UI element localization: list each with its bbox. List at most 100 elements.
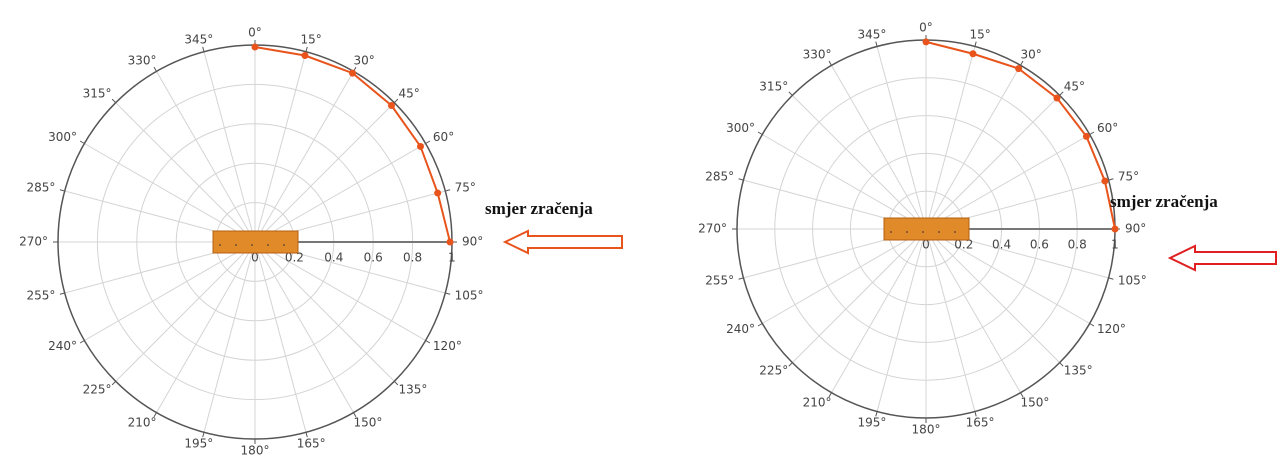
grid-spoke: [925, 134, 1090, 230]
angle-label: 165°: [966, 416, 995, 430]
point: [434, 189, 442, 197]
radial-tick-label: 0: [922, 238, 930, 252]
angle-label: 270°: [19, 235, 48, 249]
angle-tick: [1020, 60, 1024, 66]
angle-label: 120°: [433, 339, 462, 353]
grid-spoke: [115, 241, 256, 382]
angle-label: 60°: [1097, 121, 1118, 135]
angle-tick: [353, 412, 357, 418]
angle-label: 90°: [1125, 222, 1146, 236]
angle-tick: [111, 380, 117, 386]
angle-tick: [393, 380, 399, 386]
grid-spoke: [254, 241, 426, 341]
radial-tick-label: 0.4: [992, 238, 1011, 252]
angle-label: 0°: [248, 26, 262, 40]
grid-spoke: [925, 46, 976, 230]
angle-tick: [738, 277, 744, 280]
angle-tick: [828, 60, 832, 66]
grid-spoke: [925, 228, 1060, 363]
angle-label: 315°: [759, 79, 788, 93]
angle-label: 255°: [26, 289, 55, 303]
angle-tick: [202, 432, 205, 438]
grid-spoke: [156, 241, 256, 413]
angle-label: 345°: [184, 33, 213, 47]
grid-spoke: [762, 228, 927, 324]
angle-label: 330°: [128, 54, 157, 68]
angle-tick: [1089, 323, 1095, 327]
grid-spoke: [254, 51, 307, 243]
angle-tick: [1108, 277, 1114, 280]
angle-label: 45°: [1064, 79, 1085, 93]
grid-spoke: [925, 95, 1060, 230]
angle-label: 195°: [857, 416, 886, 430]
device: [883, 217, 970, 241]
radial-tick-label: 0: [251, 251, 259, 265]
grid-spoke: [254, 143, 426, 243]
angle-label: 135°: [1064, 364, 1093, 378]
grid-spoke: [115, 102, 256, 243]
grid-spoke: [925, 65, 1021, 230]
angle-tick: [305, 432, 308, 438]
angle-label: 30°: [354, 54, 375, 68]
radial-tick-label: 0.2: [954, 238, 973, 252]
point: [416, 142, 424, 150]
grid-spoke: [876, 228, 927, 412]
angle-label: 150°: [354, 415, 383, 429]
annotation: smjer zračenja: [485, 199, 593, 218]
angle-tick: [1020, 392, 1024, 398]
angle-label: 285°: [705, 169, 734, 183]
angle-tick: [393, 98, 399, 104]
point: [1015, 65, 1023, 73]
grid-spoke: [254, 102, 395, 243]
point: [1053, 94, 1061, 102]
angle-tick: [59, 292, 65, 295]
angle-label: 150°: [1021, 396, 1050, 410]
angle-label: 180°: [912, 423, 941, 437]
point: [969, 50, 977, 58]
angle-label: 75°: [1118, 169, 1139, 183]
angle-label: 135°: [398, 382, 427, 396]
point: [1082, 132, 1090, 140]
grid-spoke: [84, 143, 256, 243]
angle-tick: [788, 91, 793, 96]
radial-tick-label: 0.8: [1068, 238, 1087, 252]
angle-label: 105°: [455, 289, 484, 303]
angle-label: 60°: [433, 130, 454, 144]
angle-tick: [425, 140, 431, 144]
angle-label: 315°: [83, 87, 112, 101]
grid-spoke: [84, 241, 256, 341]
radial-tick-label: 0.2: [285, 251, 304, 265]
grid-spoke: [876, 46, 927, 230]
angle-label: 210°: [128, 415, 157, 429]
angle-label: 240°: [726, 322, 755, 336]
angle-tick: [202, 46, 205, 52]
arrow: [1167, 244, 1277, 272]
angle-label: 300°: [48, 130, 77, 144]
grid-spoke: [254, 241, 307, 433]
grid-spoke: [254, 241, 354, 413]
angle-label: 105°: [1118, 274, 1147, 288]
grid-spoke: [831, 228, 927, 393]
grid-spoke: [792, 95, 927, 230]
grid-spoke: [254, 71, 354, 243]
angle-label: 225°: [759, 364, 788, 378]
angle-tick: [974, 41, 977, 47]
angle-tick: [425, 340, 431, 344]
angle-label: 330°: [803, 47, 832, 61]
angle-tick: [305, 46, 308, 52]
grid-spoke: [203, 241, 256, 433]
grid-spoke: [762, 134, 927, 230]
radial-tick-label: 0.6: [1030, 238, 1049, 252]
angle-tick: [974, 411, 977, 417]
device: [212, 230, 299, 254]
angle-label: 255°: [705, 274, 734, 288]
angle-label: 285°: [26, 180, 55, 194]
arrow: [502, 229, 623, 255]
angle-tick: [1059, 362, 1064, 367]
angle-tick: [1059, 91, 1064, 96]
angle-tick: [828, 392, 832, 398]
annotation: smjer zračenja: [1110, 192, 1218, 211]
angle-tick: [79, 340, 85, 344]
angle-tick: [445, 189, 451, 192]
grid-spoke: [792, 228, 927, 363]
